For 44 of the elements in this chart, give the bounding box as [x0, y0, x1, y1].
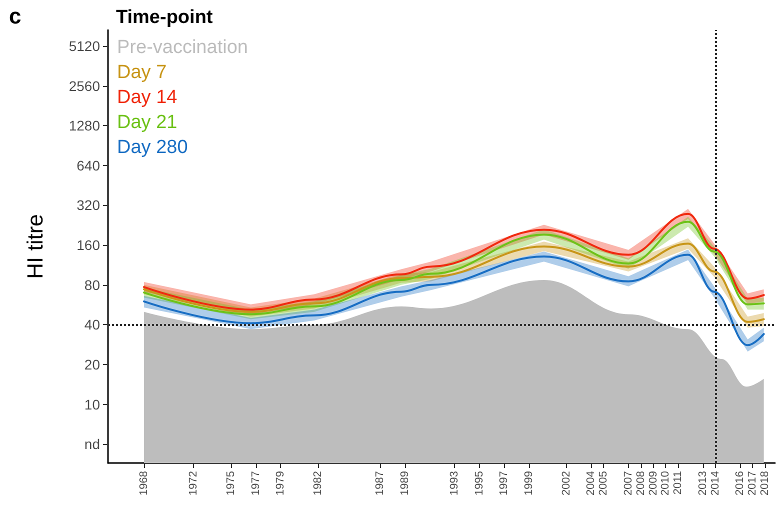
- x-tick-label: 2009: [647, 471, 660, 496]
- y-tick-label: 80: [84, 276, 100, 293]
- x-tick-label: 2004: [585, 471, 598, 496]
- x-tick-label: 1979: [274, 471, 287, 496]
- x-tick-label: 1972: [188, 471, 200, 496]
- x-tick-label: 2011: [672, 471, 684, 495]
- text: Pre-vaccination: [117, 37, 248, 58]
- x-tick-label: 1999: [523, 471, 536, 496]
- x-tick-label: 1977: [250, 471, 262, 496]
- x-tick-label: 1997: [498, 471, 510, 496]
- x-tick-label: 1993: [448, 471, 461, 496]
- legend-title: Time-point: [116, 7, 214, 28]
- x-tick-label: 2014: [709, 471, 722, 496]
- x-tick-label: 2016: [734, 471, 746, 496]
- y-tick-label: 2560: [68, 78, 100, 94]
- y-tick-label: 160: [76, 237, 100, 254]
- x-tick-label: 1982: [312, 471, 324, 496]
- y-tick-label: 1280: [68, 118, 100, 134]
- text: Day 21: [117, 112, 178, 133]
- text: Day 7: [117, 62, 167, 83]
- x-tick-label: 2005: [598, 471, 610, 496]
- x-tick-label: 2008: [634, 471, 647, 496]
- x-tick-label: 2013: [696, 471, 709, 496]
- x-tick-label: 2017: [746, 471, 759, 496]
- x-tick-label: 2018: [759, 471, 772, 496]
- x-tick-label: 1975: [224, 471, 237, 496]
- text: Day 14: [117, 87, 178, 108]
- y-tick-label: 640: [76, 157, 100, 174]
- y-tick-label: nd: [84, 436, 100, 452]
- y-tick-label: 5120: [68, 38, 100, 54]
- y-tick-label: 320: [76, 197, 100, 214]
- y-tick-label: 20: [84, 356, 100, 372]
- y-axis-title: HI titre: [22, 214, 48, 279]
- x-tick-label: 1989: [398, 471, 411, 496]
- y-tick-label: 40: [84, 316, 100, 333]
- x-tick-label: 1987: [374, 471, 386, 496]
- y-tick-label: 10: [84, 396, 100, 412]
- chart-title: c: [9, 4, 22, 28]
- x-tick-label: 1968: [138, 471, 150, 496]
- x-tick-label: 2002: [560, 471, 572, 496]
- text: Day 280: [117, 137, 188, 158]
- x-tick-label: 2007: [622, 471, 634, 496]
- x-tick-label: 1995: [473, 471, 486, 496]
- x-tick-label: 2010: [660, 471, 672, 496]
